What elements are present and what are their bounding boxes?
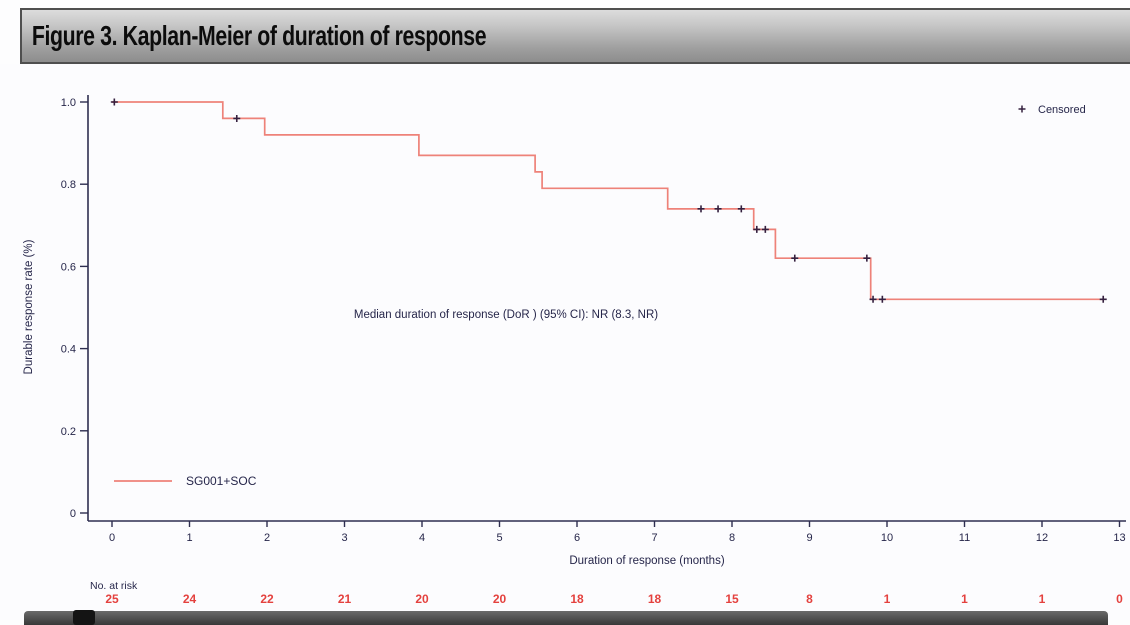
y-tick-label: 0	[70, 508, 76, 520]
at-risk-value: 1	[1039, 592, 1046, 606]
y-tick-label: 0.6	[61, 261, 76, 273]
at-risk-value: 18	[648, 592, 662, 606]
figure-title: Figure 3. Kaplan-Meier of duration of re…	[31, 20, 487, 51]
next-section-header-partial	[24, 610, 1108, 625]
x-tick-label: 8	[729, 532, 735, 544]
y-axis-label: Durable response rate (%)	[23, 239, 35, 374]
x-tick-label: 7	[651, 532, 657, 544]
x-tick-label: 12	[1036, 532, 1048, 544]
km-plot-area: Durable response rate (%) Duration of re…	[0, 64, 1130, 620]
x-tick-label: 1	[186, 532, 192, 544]
at-risk-value: 8	[806, 592, 813, 606]
y-tick-label: 1.0	[61, 97, 76, 109]
censor-marker	[697, 205, 705, 213]
at-risk-value: 25	[105, 592, 119, 606]
at-risk-value: 20	[493, 592, 507, 606]
chart-dynamic-layer: 00.20.40.60.81.0025124222321420520618718…	[61, 97, 1126, 606]
censor-marker	[737, 205, 745, 213]
censor-marker	[863, 254, 871, 262]
at-risk-label: No. at risk	[90, 580, 138, 592]
censored-legend-label: Censored	[1038, 104, 1086, 116]
censor-marker	[761, 225, 769, 233]
x-tick-label: 11	[959, 532, 970, 544]
at-risk-value: 21	[338, 592, 352, 606]
km-curve	[112, 101, 1104, 301]
censored-legend: Censored	[1018, 104, 1086, 116]
censor-marker	[714, 205, 722, 213]
y-tick-label: 0.8	[61, 179, 76, 191]
x-tick-label: 9	[806, 532, 812, 544]
x-tick-label: 2	[264, 532, 270, 544]
censor-marker	[753, 225, 761, 233]
figure-title-bar: Figure 3. Kaplan-Meier of duration of re…	[20, 8, 1130, 64]
at-risk-value: 24	[183, 592, 197, 606]
censor-marker	[110, 98, 118, 106]
at-risk-value: 18	[570, 592, 584, 606]
x-tick-label: 4	[419, 532, 425, 544]
at-risk-value: 22	[260, 592, 274, 606]
at-risk-value: 1	[961, 592, 968, 606]
censor-marker	[791, 254, 799, 262]
y-tick-label: 0.4	[61, 344, 76, 356]
x-tick-label: 13	[1113, 532, 1125, 544]
series-legend: SG001+SOC	[114, 474, 257, 488]
y-tick-label: 0.2	[61, 426, 76, 438]
x-tick-label: 0	[109, 532, 115, 544]
x-tick-label: 5	[496, 532, 502, 544]
censor-marker	[869, 295, 877, 303]
x-tick-label: 6	[574, 532, 580, 544]
at-risk-value: 15	[725, 592, 739, 606]
x-tick-label: 3	[341, 532, 347, 544]
next-section-header-cap	[73, 610, 95, 625]
censored-plus-icon	[1018, 105, 1026, 113]
censor-marker	[233, 114, 241, 122]
censor-marker	[878, 295, 886, 303]
series-legend-label: SG001+SOC	[186, 474, 257, 488]
x-tick-label: 10	[881, 532, 893, 544]
annotation-median-dor: Median duration of response (DoR ) (95% …	[354, 309, 658, 321]
at-risk-value: 0	[1116, 592, 1123, 606]
km-chart: Durable response rate (%) Duration of re…	[23, 95, 1126, 606]
x-axis-label: Duration of response (months)	[569, 555, 724, 567]
censor-marker	[1099, 295, 1107, 303]
at-risk-value: 20	[415, 592, 429, 606]
at-risk-value: 1	[884, 592, 891, 606]
